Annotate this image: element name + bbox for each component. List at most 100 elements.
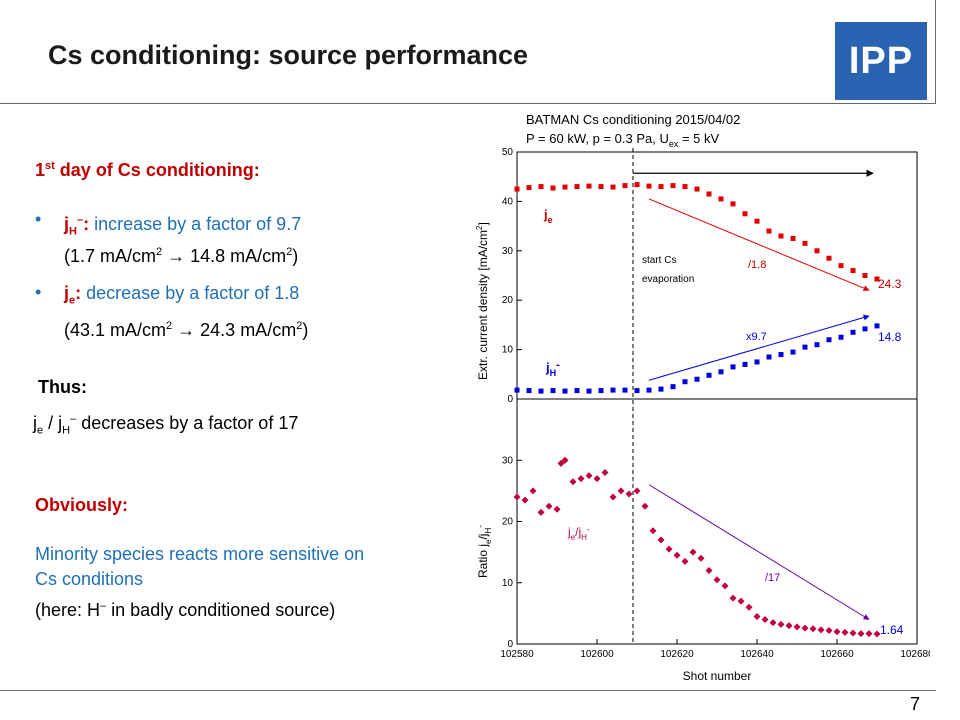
ratio-point [865, 630, 873, 638]
jh-point [814, 342, 820, 348]
ratio-point [641, 502, 649, 510]
jh-point [826, 337, 832, 343]
chart-header-line1: BATMAN Cs conditioning 2015/04/02 [526, 112, 740, 127]
je-factor-label: /1.8 [748, 259, 766, 271]
je-point [658, 184, 664, 190]
jh-point [730, 364, 736, 370]
je-end-value: 24.3 [878, 277, 902, 291]
je-point [514, 186, 520, 192]
top-ytick-label: 40 [502, 196, 514, 207]
ratio-point [705, 567, 713, 574]
bottom-ytick-label: 30 [502, 455, 514, 466]
top-ytick-label: 30 [502, 246, 514, 257]
bottom-xlabel: Shot number [683, 669, 752, 683]
jh-point [862, 326, 868, 332]
jh-end-value: 14.8 [878, 330, 902, 344]
jh-point [742, 361, 748, 367]
jh-point [802, 344, 808, 350]
bottom-ylabel: Ratio je/jH- [476, 525, 493, 578]
bottom-xtick-label: 102580 [500, 649, 534, 660]
minority-line2: Cs conditions [35, 569, 144, 589]
ratio-point [561, 456, 569, 464]
je-point [538, 184, 544, 190]
ratio-point [769, 619, 777, 627]
ratio-point [793, 623, 801, 631]
jh-factor-label: x9.7 [746, 331, 767, 343]
ratio-point [689, 548, 697, 556]
top-ytick-label: 10 [502, 345, 514, 356]
je-decrease-arrow [648, 198, 870, 292]
here-note: (here: H– in badly conditioned source) [35, 600, 336, 620]
cs-conditioning-chart: BATMAN Cs conditioning 2015/04/02 P = 60… [475, 112, 930, 683]
jh-point [706, 372, 712, 378]
bottom-ytick-label: 20 [502, 517, 514, 528]
right-divider [935, 0, 936, 104]
jh-point [538, 388, 544, 394]
je-point [862, 273, 868, 278]
jh-point [550, 388, 556, 394]
ratio-point [737, 597, 745, 605]
je-point [706, 191, 712, 197]
jh-point [754, 359, 760, 365]
jh-point [634, 388, 640, 394]
ratio-point [537, 508, 545, 516]
je-point [838, 263, 844, 269]
ratio-point [801, 624, 809, 632]
evaporation-label: evaporation [642, 274, 694, 285]
jh-point [658, 386, 664, 392]
je-point [790, 235, 796, 241]
je-point [826, 255, 832, 261]
bullet-je-values: (43.1 mA/cm2 → 24.3 mA/cm2) [64, 320, 309, 340]
je-point [586, 183, 592, 189]
jh-increase-arrow [648, 314, 870, 381]
jh-point [682, 379, 688, 385]
je-point [694, 186, 700, 192]
jh-point [766, 354, 772, 360]
jh-point [610, 387, 616, 393]
jh-point [778, 352, 784, 358]
je-point [682, 184, 688, 190]
ratio-point [617, 487, 625, 495]
page-number: 7 [910, 694, 921, 714]
ratio-point [609, 493, 617, 501]
ratio-point [673, 551, 681, 559]
jh-point [574, 388, 580, 394]
ratio-point [777, 620, 785, 628]
jh-point [562, 388, 568, 394]
top-ylabel: Extr. current density [mA/cm2] [475, 222, 490, 380]
jh-point [838, 334, 844, 340]
ratio-point [841, 628, 849, 636]
ratio-point [569, 478, 577, 486]
jh-point [718, 369, 724, 375]
je-point [802, 240, 808, 246]
jh-point [586, 388, 592, 394]
ratio-point [681, 557, 689, 565]
ratio-point [657, 536, 665, 544]
je-point [562, 184, 568, 190]
jh-point [526, 388, 532, 394]
ratio-point [529, 487, 537, 495]
je-point [766, 228, 772, 234]
day-heading: 1st day of Cs conditioning: [35, 160, 260, 180]
bottom-divider [0, 690, 936, 691]
ratio-point [857, 630, 865, 638]
ratio-point [557, 459, 565, 467]
ratio-point [585, 472, 593, 480]
slide-title: Cs conditioning: source performance [48, 40, 529, 70]
ratio-point [577, 475, 585, 483]
je-point [850, 268, 856, 274]
je-point [610, 184, 616, 190]
ratio-point [625, 490, 633, 498]
ratio-statement: je / jH– decreases by a factor of 17 [33, 413, 299, 437]
je-point [814, 248, 820, 254]
jh-point [874, 323, 880, 329]
ratio-point [753, 612, 761, 620]
ratio-point [873, 630, 881, 638]
je-series-label: je [543, 207, 553, 225]
je-point [742, 211, 748, 217]
chart-header-line2: P = 60 kW, p = 0.3 Pa, Uex = 5 kV [526, 131, 720, 149]
bullet-icon: • [35, 282, 42, 302]
bullet-jh: jH–: increase by a factor of 9.7 [64, 214, 302, 238]
ratio-series-label: je/jH- [567, 525, 590, 542]
bottom-panel-frame [516, 398, 918, 645]
